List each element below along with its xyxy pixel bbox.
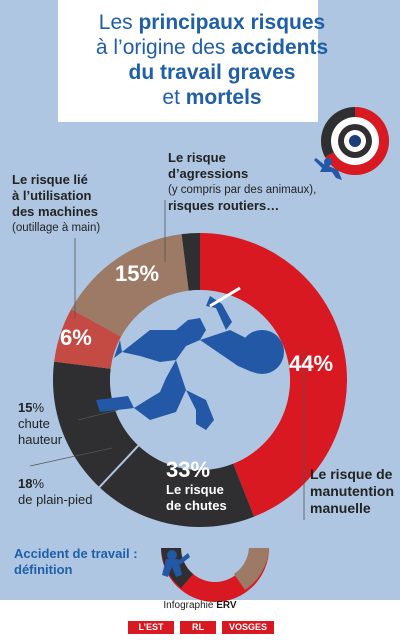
donut-hole (110, 290, 290, 470)
slice-autres (181, 233, 200, 291)
pct-label-chutes: 33% (166, 457, 211, 482)
label-chute-hauteur: 15% chute hauteur (18, 400, 62, 448)
small-falling-figure-icon (314, 158, 342, 180)
definition-link[interactable]: Accident de travail : définition (14, 546, 138, 578)
small-worker-icon (162, 550, 190, 577)
leader-lines (29, 200, 305, 520)
logo-lest: L’EST (128, 621, 174, 634)
chutes-subdivider (98, 444, 140, 488)
title-line4-a: et (162, 86, 186, 109)
slice-machines (54, 309, 122, 369)
label-plain-pied: 18% de plain-pied (18, 476, 92, 508)
pct-label-manutention: 44% (289, 351, 334, 376)
manutention-line1: Le risque de (310, 466, 393, 482)
label-machines: Le risque lié à l’utilisation des machin… (12, 172, 100, 236)
plainpied-pct: 18 (18, 476, 33, 491)
pct-label-machines: 6% (60, 325, 92, 350)
plainpied-pct-unit: % (32, 476, 45, 491)
title-line3: du travail graves (128, 61, 296, 84)
credit-name: ERV (216, 600, 237, 611)
title-line4-b: mortels (185, 86, 262, 109)
pct-label-agressions: 15% (115, 261, 160, 286)
definition-line1: Accident de travail : (14, 546, 138, 561)
chutes-line1: Le risque (166, 482, 224, 497)
title-line1-b: principaux risques (138, 11, 326, 34)
page-title: Les principaux risques à l’origine des a… (62, 10, 362, 110)
agressions-line1: Le risque (168, 150, 226, 165)
falling-worker-icon (96, 296, 284, 430)
agressions-line4: risques routiers… (168, 198, 280, 213)
hauteur-line3: hauteur (18, 432, 63, 447)
agressions-line3: (y compris par des animaux), (168, 184, 317, 196)
definition-line2: définition (14, 562, 73, 577)
plainpied-line1: de plain-pied (18, 492, 93, 507)
target-icon (321, 107, 389, 175)
machines-sub: (outillage à main) (12, 222, 101, 234)
machines-line1: Le risque lié (12, 172, 88, 187)
manutention-line2: manutention (310, 483, 394, 499)
logo-rl: RL (180, 621, 216, 634)
title-line1-a: Les (98, 11, 139, 34)
credit-prefix: Infographie (163, 600, 217, 611)
title-line2-a: à l’origine des (95, 36, 232, 59)
hammer-handle (209, 286, 241, 308)
hauteur-line1: chute (18, 416, 50, 431)
label-chutes: Le risque de chutes (166, 482, 227, 514)
slice-manutention (200, 233, 348, 517)
title-line2-b: accidents (231, 36, 329, 59)
chutes-line2: de chutes (166, 498, 227, 513)
agressions-line2: d’agressions (168, 166, 249, 181)
label-manutention: Le risque de manutention manuelle (310, 466, 394, 517)
hauteur-pct: 15 (18, 400, 33, 415)
manutention-line3: manuelle (310, 500, 371, 516)
machines-line3: des machines (12, 204, 98, 219)
credit-line: Infographie ERV (0, 600, 400, 611)
machines-line2: à l’utilisation (12, 188, 92, 203)
hauteur-pct-unit: % (32, 400, 45, 415)
logo-vosges: VOSGES (222, 621, 274, 634)
label-agressions: Le risque d’agressions (y compris par de… (168, 150, 316, 214)
slice-agressions (71, 234, 189, 337)
